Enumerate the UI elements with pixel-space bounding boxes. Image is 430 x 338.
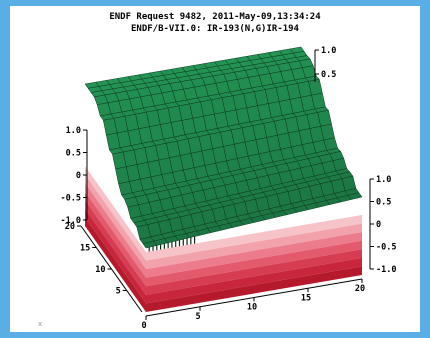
surface-cell bbox=[347, 192, 363, 200]
base-stripe-right bbox=[146, 232, 362, 278]
x-tick-label: 10 bbox=[247, 303, 257, 313]
axes: 05101520x5101520-1.0-0.500.51.0-1.0-0.50… bbox=[38, 46, 396, 331]
base-stripe-left bbox=[85, 208, 146, 304]
x-tick-label: 0 bbox=[141, 321, 146, 331]
z-right-tick-label: -1.0 bbox=[376, 265, 396, 275]
z-back-tick-label: 0.5 bbox=[321, 70, 336, 80]
z-left-tick-label: 1.0 bbox=[66, 126, 81, 136]
chart-subtitle: ENDF/B-VII.0: IR-193(N,G)IR-194 bbox=[131, 24, 299, 34]
base-stripe-left bbox=[85, 191, 146, 287]
chart-title: ENDF Request 9482, 2011-May-09,13:34:24 bbox=[109, 12, 321, 22]
base-left-wall bbox=[85, 166, 146, 312]
y-tick-label: 20 bbox=[65, 222, 75, 232]
z-right-tick-label: 1.0 bbox=[376, 175, 391, 185]
base-right-wall bbox=[146, 215, 362, 312]
base-stripe-left bbox=[85, 183, 146, 278]
base-stripe-right bbox=[146, 266, 362, 312]
z-left-tick-label: 0 bbox=[76, 171, 81, 181]
x-axis-label: x bbox=[38, 320, 42, 328]
z-back-tick-label: 1.0 bbox=[321, 46, 336, 56]
z-left-tick-label: -1.0 bbox=[61, 216, 81, 226]
base-stripe-right bbox=[146, 257, 362, 304]
surface-plot: 05101520x5101520-1.0-0.500.51.0-1.0-0.50… bbox=[38, 46, 396, 331]
base-stripe-right bbox=[146, 223, 362, 270]
base-stripe-right bbox=[146, 240, 362, 287]
base-stripe-left bbox=[85, 174, 146, 270]
z-left-tick-label: -0.5 bbox=[61, 194, 81, 204]
y-tick-label: 10 bbox=[95, 265, 105, 275]
base-stripe-right bbox=[146, 215, 362, 261]
base-stripe-right bbox=[146, 249, 362, 295]
base-stripe-left bbox=[85, 200, 146, 295]
z-left-tick-label: 0.5 bbox=[66, 149, 81, 159]
chart-frame: ENDF Request 9482, 2011-May-09,13:34:24 … bbox=[10, 6, 420, 332]
z-right-tick-label: 0.5 bbox=[376, 198, 391, 208]
surface-mesh bbox=[84, 46, 363, 252]
y-tick-label: 15 bbox=[80, 244, 90, 254]
z-right-tick-label: -0.5 bbox=[376, 243, 396, 253]
z-right-tick-label: 0 bbox=[376, 220, 381, 230]
base-stripe-left bbox=[85, 217, 146, 312]
x-tick-label: 20 bbox=[355, 284, 365, 294]
y-tick-label: 5 bbox=[116, 287, 121, 297]
base-stripe-left bbox=[85, 166, 146, 261]
x-tick-label: 5 bbox=[195, 312, 200, 322]
x-tick-label: 15 bbox=[301, 293, 311, 303]
